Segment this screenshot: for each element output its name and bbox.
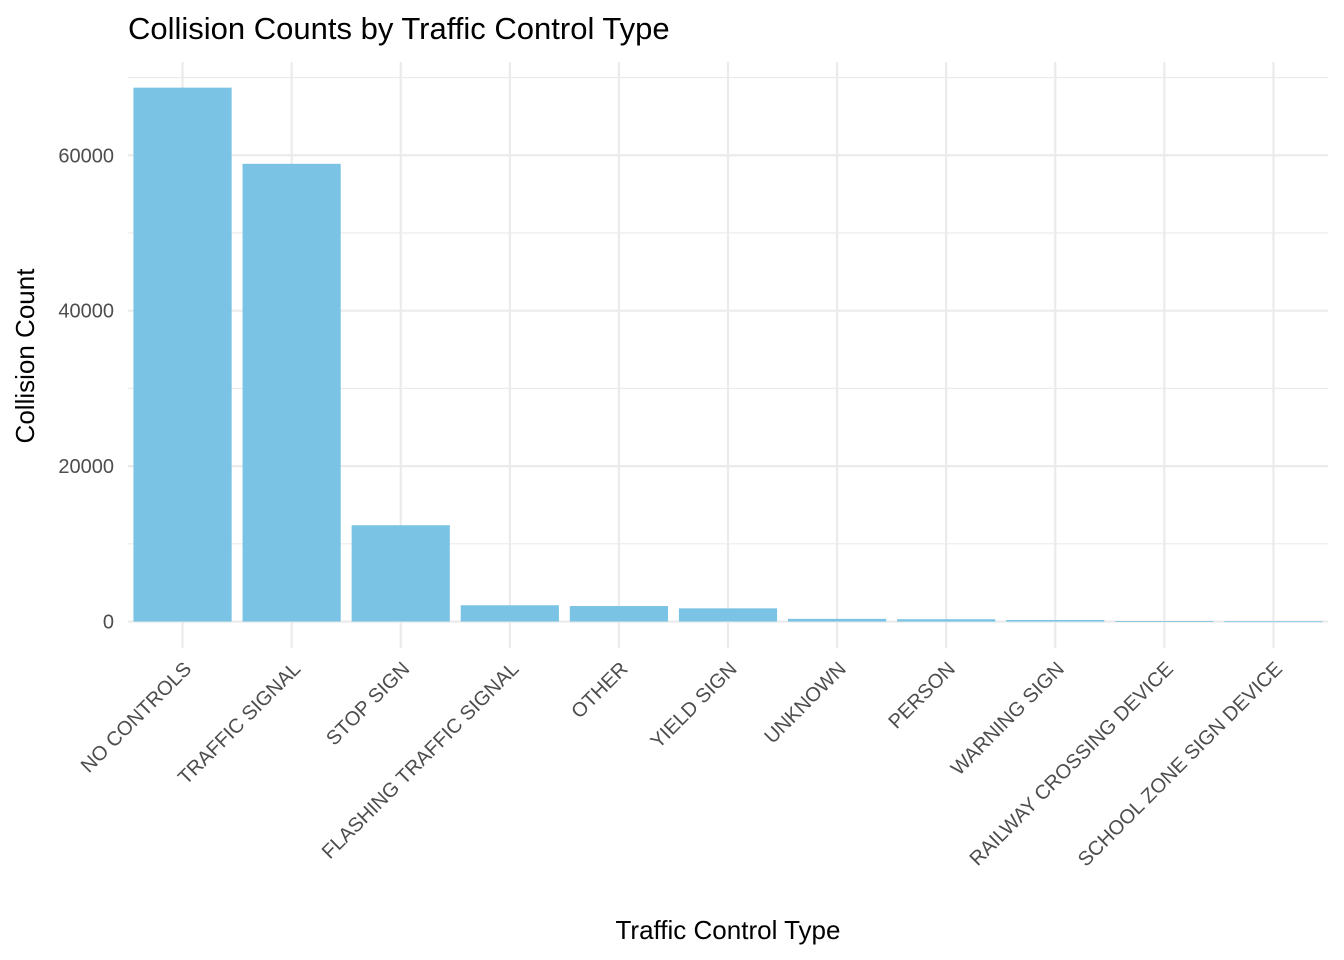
bar: [351, 525, 450, 622]
bar: [1115, 621, 1214, 622]
x-tick-label: UNKNOWN: [760, 658, 850, 748]
x-tick-label: STOP SIGN: [322, 658, 414, 750]
y-axis-title: Collision Count: [10, 268, 40, 444]
bar: [569, 606, 668, 622]
y-tick-label: 20000: [58, 456, 114, 478]
y-tick-label: 60000: [58, 145, 114, 167]
x-axis-title: Traffic Control Type: [616, 915, 841, 945]
y-axis-ticks: 0 20000 40000 60000: [58, 145, 114, 633]
bar: [242, 163, 341, 622]
bar: [897, 619, 996, 622]
x-tick-label: PERSON: [884, 658, 959, 733]
x-tick-label: FLASHING TRAFFIC SIGNAL: [318, 658, 523, 863]
bar: [1006, 620, 1105, 622]
bar: [1224, 621, 1323, 623]
bar: [460, 605, 559, 622]
x-tick-label: YIELD SIGN: [647, 658, 742, 753]
x-tick-label: RAILWAY CROSSING DEVICE: [966, 658, 1178, 870]
x-tick-label: TRAFFIC SIGNAL: [174, 658, 305, 789]
x-tick-label: OTHER: [567, 658, 632, 723]
y-tick-label: 40000: [58, 301, 114, 323]
bar: [788, 618, 887, 622]
bar: [133, 87, 232, 622]
x-tick-label: NO CONTROLS: [77, 658, 196, 777]
chart-title: Collision Counts by Traffic Control Type: [128, 11, 670, 46]
bar: [678, 608, 778, 622]
x-tick-label: WARNING SIGN: [947, 658, 1069, 780]
y-tick-label: 0: [103, 612, 114, 634]
x-tick-label: SCHOOL ZONE SIGN DEVICE: [1074, 658, 1287, 871]
bars: [133, 87, 1323, 623]
